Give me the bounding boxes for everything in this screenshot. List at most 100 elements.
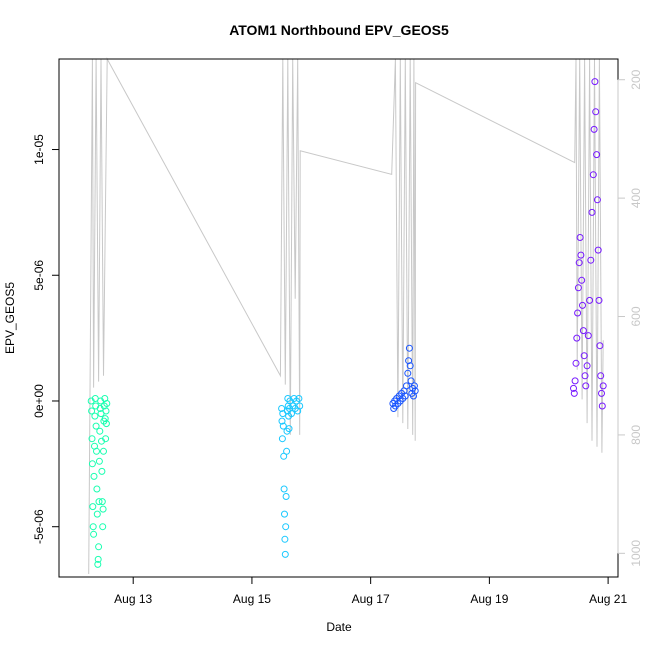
data-point [592,108,600,116]
data-point [410,382,418,390]
data-point [278,405,286,412]
data-point [403,382,410,390]
data-point [96,427,104,435]
plot-frame [58,58,619,578]
data-point [587,256,595,264]
right-tick-label: 400 [629,188,643,208]
data-point [406,362,414,370]
data-point [581,372,589,380]
data-point [401,392,409,400]
data-point [599,382,607,390]
data-point [411,387,419,395]
data-point [98,467,106,475]
data-point [405,344,413,352]
pressure-trace-layer [88,57,604,575]
data-point [578,276,586,284]
data-point [583,362,591,370]
right-tick-label: 1000 [629,540,643,567]
y-tick-label: 1e-05 [32,134,46,165]
data-point [597,372,605,380]
data-point [279,422,287,430]
data-point [93,510,101,518]
data-point [282,493,290,500]
data-point [99,523,107,531]
data-point [404,369,412,377]
data-point [102,435,110,443]
data-point [577,251,585,259]
right-axis: 200 400 600 800 1000 [617,69,643,567]
data-point [598,389,605,397]
right-tick-label: 200 [629,69,643,89]
data-point [88,435,96,443]
data-point [90,530,98,538]
x-tick-label: Aug 19 [470,592,508,606]
data-point [571,377,579,385]
data-point [102,420,110,428]
x-axis: Aug 13 Aug 15 Aug 17 Aug 19 Aug 21 [114,576,627,606]
data-point [278,435,286,443]
data-point [593,151,601,159]
y-axis: -5e-06 0e+00 5e-06 1e-05 [32,134,59,544]
data-point [88,460,96,468]
data-points-layer [87,78,607,568]
data-point [89,523,97,531]
data-point [281,550,289,558]
data-point [594,246,602,254]
data-point [295,395,303,402]
y-tick-label: -5e-06 [32,509,46,544]
data-point [584,332,592,340]
data-point [281,535,289,543]
right-tick-label: 600 [629,306,643,326]
data-point [595,296,603,304]
x-tick-label: Aug 13 [114,592,152,606]
y-tick-label: 5e-06 [32,260,46,291]
x-axis-label: Date [326,620,352,634]
data-point [589,171,597,179]
data-point [94,555,102,563]
data-point [92,422,100,430]
data-point [91,412,99,420]
data-point [407,377,415,385]
data-point [103,400,111,407]
pressure-trace-line [88,57,604,575]
data-point [288,410,295,418]
data-point [95,457,103,465]
data-point [296,402,304,410]
data-point [89,503,97,511]
data-point [102,407,110,415]
data-point [98,498,106,506]
data-point [95,543,103,551]
data-point [598,402,606,410]
data-point [575,259,583,267]
data-point [573,334,581,342]
y-axis-label: EPV_GEOS5 [3,282,17,354]
data-point [580,352,588,360]
data-point [574,309,582,317]
data-point [90,472,98,480]
x-tick-label: Aug 21 [589,592,627,606]
data-point [590,125,598,133]
data-point [572,359,580,367]
data-point [591,78,599,86]
x-tick-label: Aug 15 [233,592,271,606]
data-point [93,485,101,493]
right-tick-label: 800 [629,425,643,445]
data-point [280,452,288,460]
data-point [285,425,293,433]
data-point [99,505,107,513]
data-point [95,498,103,506]
data-point [93,447,100,455]
data-point [100,447,107,455]
data-point [280,485,288,493]
data-point [281,510,288,518]
data-point [579,301,586,309]
data-point [94,560,102,568]
data-point [278,417,286,425]
x-tick-label: Aug 17 [352,592,390,606]
data-point [570,389,578,397]
data-point [593,196,601,204]
data-point [579,327,587,335]
data-point [582,382,590,390]
data-point [88,407,96,415]
